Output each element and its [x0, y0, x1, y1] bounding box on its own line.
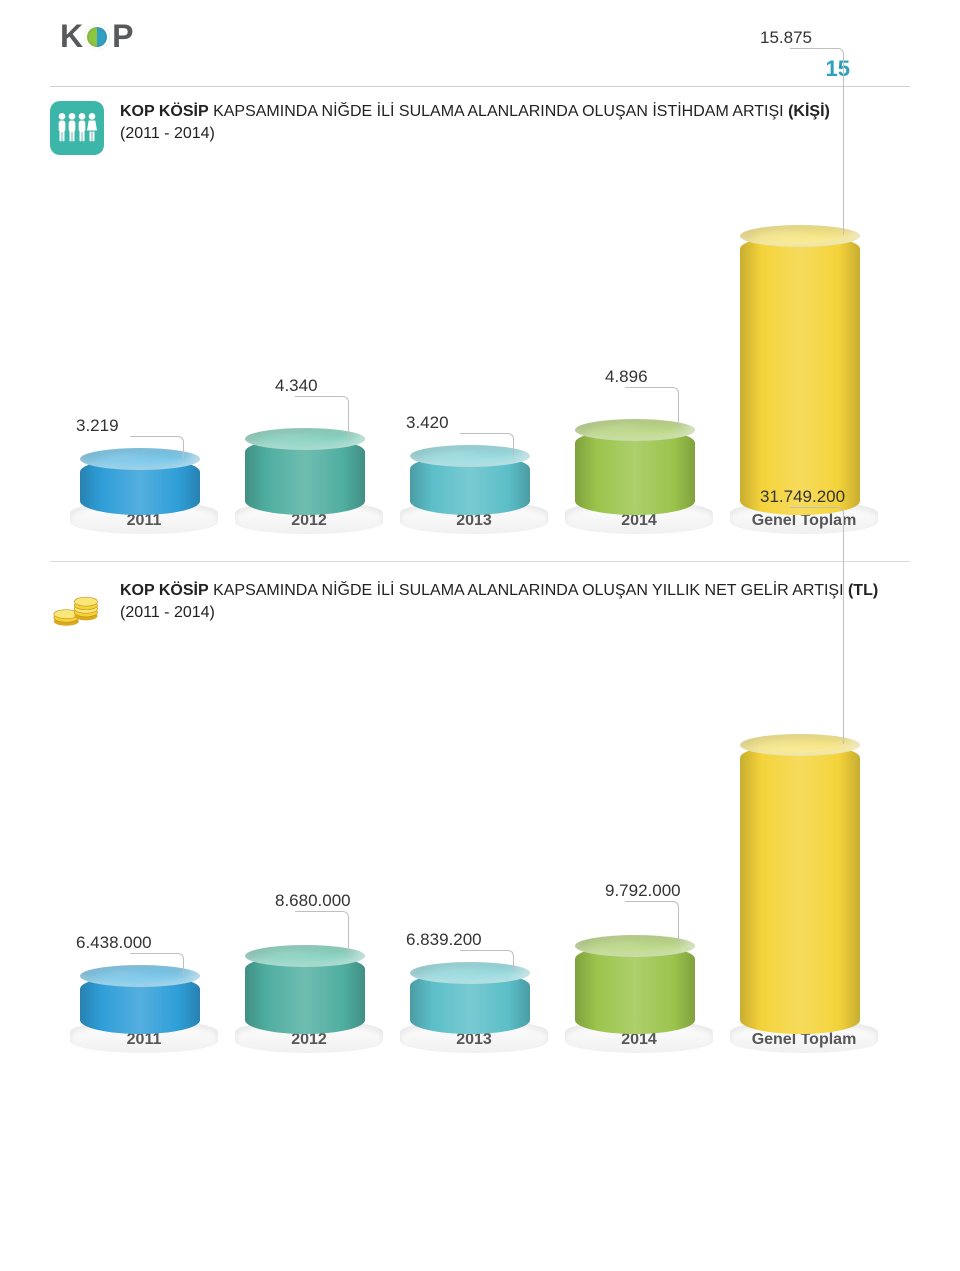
chart2-year-range: (2011 - 2014): [120, 604, 215, 621]
bar-value-label: 6.839.200: [406, 930, 482, 950]
bar-value-label: 3.420: [406, 413, 449, 433]
chart1: 20113.21920124.34020133.42020144.896Gene…: [50, 173, 910, 533]
chart2-bars: 20116.438.00020128.680.00020136.839.2002…: [50, 652, 910, 1052]
chart1-header: KOP KÖSİP KAPSAMINDA NİĞDE İLİ SULAMA AL…: [50, 101, 910, 155]
bar-top: [575, 935, 695, 957]
logo-letter-k: K: [60, 18, 82, 55]
bar-cylinder: [740, 235, 860, 515]
logo: K P: [60, 18, 132, 55]
bar-top: [740, 225, 860, 247]
bar-value-label: 4.896: [605, 367, 648, 387]
bar-value-label: 9.792.000: [605, 881, 681, 901]
page-number: 15: [826, 56, 850, 82]
page-root: K P 15 KOP KÖSİP KAPSAMINDA NİĞDE İLİ SU…: [0, 0, 960, 1092]
bar-top: [80, 965, 200, 987]
chart2-title-rest: KAPSAMINDA NİĞDE İLİ SULAMA ALANLARINDA …: [209, 582, 848, 599]
bar-cylinder: [575, 429, 695, 515]
bar-top: [245, 945, 365, 967]
bar-value-label: 31.749.200: [760, 487, 845, 507]
bar-value-label: 4.340: [275, 376, 318, 396]
chart2: 20116.438.00020128.680.00020136.839.2002…: [50, 652, 910, 1052]
chart1-title-rest: KAPSAMINDA NİĞDE İLİ SULAMA ALANLARINDA …: [209, 103, 788, 120]
bar-top: [410, 962, 530, 984]
bar-top: [80, 448, 200, 470]
chart1-title: KOP KÖSİP KAPSAMINDA NİĞDE İLİ SULAMA AL…: [120, 101, 830, 144]
bar-top: [245, 428, 365, 450]
bar-cylinder: [245, 955, 365, 1034]
bar-cylinder: [410, 455, 530, 515]
chart2-title-bold: KOP KÖSİP: [120, 582, 209, 599]
chart1-year-range: (2011 - 2014): [120, 125, 215, 142]
bar-value-label: 15.875: [760, 28, 812, 48]
bar-value-label: 6.438.000: [76, 933, 152, 953]
section-divider: [50, 561, 910, 562]
chart1-title-bold: KOP KÖSİP: [120, 103, 209, 120]
bar-cylinder: [80, 975, 200, 1034]
bar-body: [575, 429, 695, 515]
bar-value-label: 8.680.000: [275, 891, 351, 911]
bar-cylinder: [410, 972, 530, 1034]
logo-o-icon: [84, 24, 110, 50]
chart2-title-unit: (TL): [848, 582, 878, 599]
bar-top: [410, 445, 530, 467]
logo-letter-p: P: [112, 18, 132, 55]
bar-cylinder: [245, 438, 365, 515]
bar-body: [740, 744, 860, 1034]
bar-body: [575, 945, 695, 1034]
chart1-bars: 20113.21920124.34020133.42020144.896Gene…: [50, 173, 910, 533]
bar-body: [740, 235, 860, 515]
bar-cylinder: [575, 945, 695, 1034]
bar-top: [740, 734, 860, 756]
header-divider: [50, 86, 910, 87]
chart2-header: KOP KÖSİP KAPSAMINDA NİĞDE İLİ SULAMA AL…: [50, 580, 910, 634]
bar-cylinder: [80, 458, 200, 515]
coins-icon: [50, 580, 104, 634]
bar-cylinder: [740, 744, 860, 1034]
chart2-title: KOP KÖSİP KAPSAMINDA NİĞDE İLİ SULAMA AL…: [120, 580, 878, 623]
bar-top: [575, 419, 695, 441]
bar-value-label: 3.219: [76, 416, 119, 436]
chart1-title-unit: (KİŞİ): [788, 103, 830, 120]
people-icon: [50, 101, 104, 155]
